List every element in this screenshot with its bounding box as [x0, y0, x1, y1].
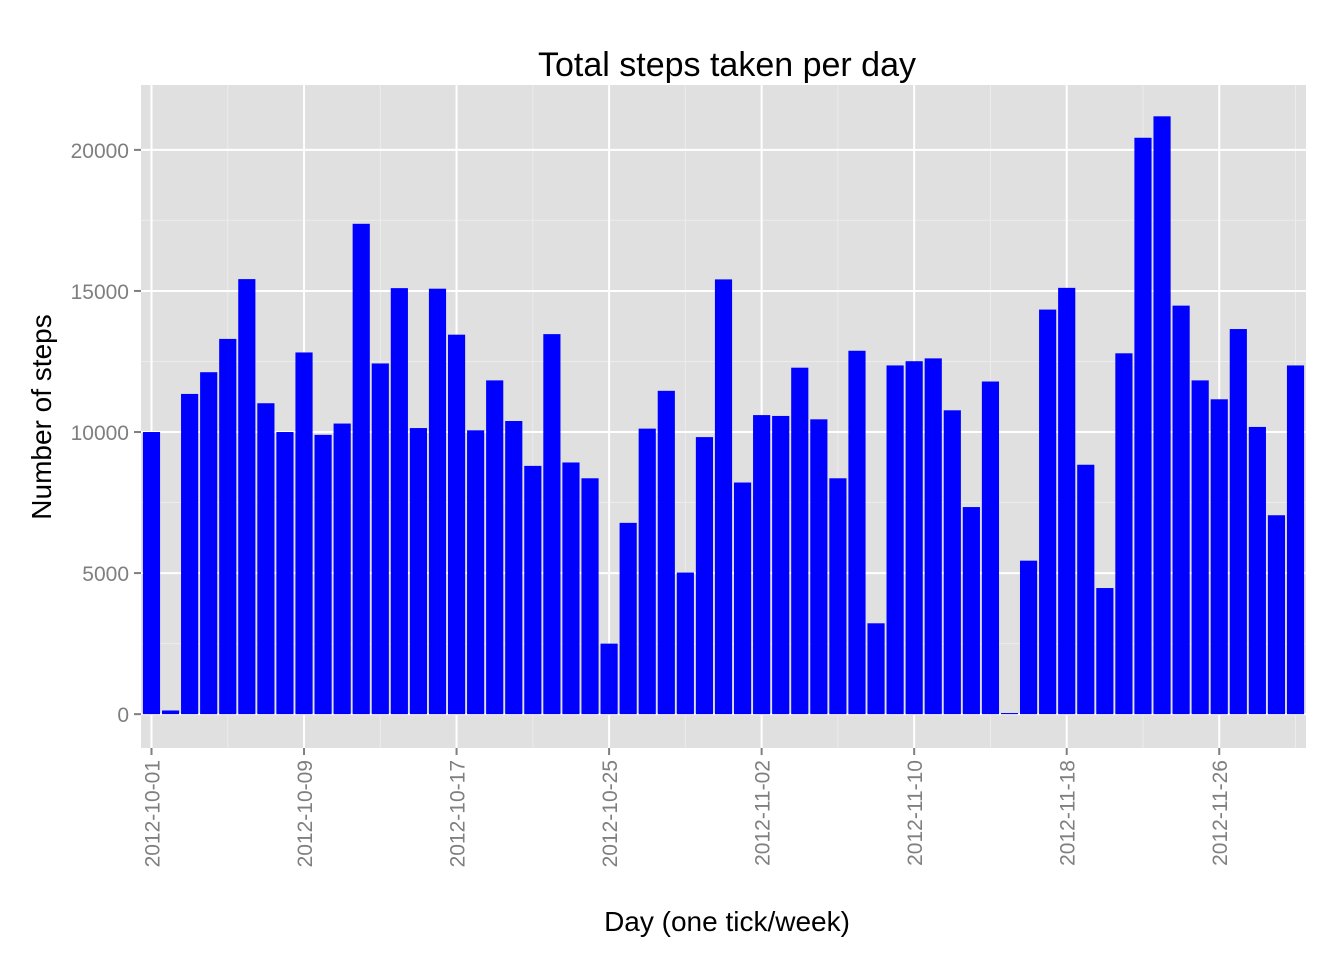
bar — [753, 415, 771, 715]
bar — [1210, 399, 1228, 715]
y-tick-label: 15000 — [71, 281, 129, 304]
bar — [1286, 365, 1305, 715]
bar — [1000, 713, 1019, 715]
bar — [943, 410, 961, 715]
bar — [1039, 309, 1057, 715]
bar — [1019, 560, 1038, 715]
bar — [1115, 353, 1133, 715]
bar — [1058, 287, 1076, 715]
bar — [1248, 426, 1266, 715]
y-axis: 0 5000 10000 15000 20000 — [71, 140, 141, 727]
bar — [886, 365, 904, 715]
bar — [295, 352, 313, 715]
bar — [524, 465, 542, 715]
bar — [676, 572, 694, 715]
bar — [905, 361, 923, 715]
bar — [1191, 380, 1209, 715]
bar — [314, 434, 332, 715]
bar — [600, 643, 618, 715]
bar — [1096, 588, 1114, 715]
x-tick-label: 2012-10-01 — [141, 760, 164, 867]
bar — [657, 390, 675, 715]
bar — [1172, 305, 1190, 715]
bar — [200, 372, 218, 715]
bar — [810, 419, 828, 715]
bar — [257, 403, 275, 715]
bar — [638, 428, 656, 715]
bar — [791, 367, 809, 715]
bar — [238, 279, 256, 715]
bars — [142, 116, 1305, 715]
bar — [848, 350, 866, 715]
bar — [981, 381, 1000, 715]
bar — [1267, 515, 1286, 715]
x-tick-label: 2012-10-09 — [294, 760, 317, 867]
bar — [428, 288, 447, 715]
x-tick-label: 2012-11-26 — [1209, 760, 1232, 866]
x-tick-label: 2012-10-17 — [447, 760, 470, 867]
y-axis-title: Number of steps — [26, 314, 57, 519]
bar — [714, 279, 733, 715]
bar — [447, 334, 466, 715]
x-tick-label: 2012-11-02 — [752, 760, 775, 866]
bar — [543, 334, 561, 715]
bar — [733, 482, 752, 715]
y-tick-label: 5000 — [82, 563, 129, 586]
bar — [924, 358, 942, 715]
bar — [962, 507, 980, 715]
bar — [1153, 116, 1171, 715]
bar — [505, 421, 523, 715]
x-tick-label: 2012-10-25 — [599, 760, 622, 867]
bar — [867, 623, 885, 715]
bar — [142, 432, 161, 715]
bar — [181, 393, 199, 715]
y-tick-label: 0 — [117, 704, 129, 727]
bar — [352, 223, 370, 715]
bar — [219, 338, 237, 715]
x-tick-label: 2012-11-18 — [1057, 760, 1080, 866]
bar — [486, 380, 504, 715]
chart-title: Total steps taken per day — [538, 46, 916, 84]
bar — [467, 430, 485, 715]
y-tick-label: 20000 — [71, 140, 129, 163]
bar — [1077, 464, 1095, 715]
bar — [161, 710, 180, 715]
bar — [772, 415, 790, 715]
bar — [619, 522, 637, 715]
bar — [390, 288, 408, 715]
bar — [829, 478, 847, 715]
bar — [581, 478, 599, 715]
bar — [1134, 137, 1152, 715]
bar — [333, 423, 351, 715]
bar — [1229, 329, 1247, 715]
bar — [562, 462, 580, 715]
x-tick-label: 2012-11-10 — [904, 760, 927, 866]
x-axis-title: Day (one tick/week) — [604, 906, 850, 937]
bar — [695, 437, 714, 715]
bar — [409, 428, 428, 715]
x-axis: 2012-10-01 2012-10-09 2012-10-17 2012-10-25… — [141, 748, 1232, 867]
y-tick-label: 10000 — [71, 422, 129, 445]
bar — [276, 432, 294, 715]
bar — [371, 363, 389, 715]
